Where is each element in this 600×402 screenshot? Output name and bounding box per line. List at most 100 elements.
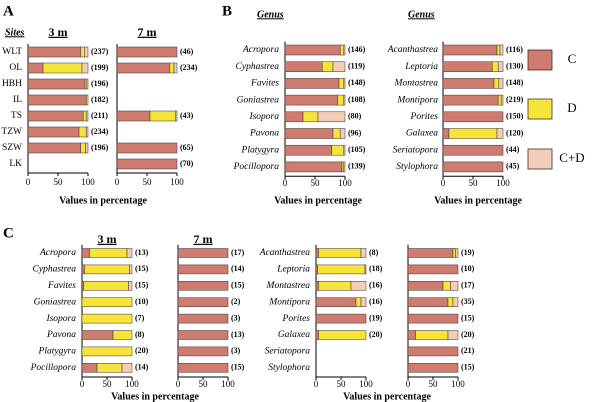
- count-label: (10): [135, 297, 149, 306]
- bar-segment: [27, 46, 82, 58]
- category-label: Favites: [47, 281, 76, 291]
- bar-segment: [27, 142, 82, 154]
- bar-segment: [491, 61, 499, 72]
- bar-segment: [85, 126, 89, 138]
- bar-segment: [500, 94, 504, 106]
- bar-segment: [442, 111, 504, 123]
- bar-segment: [173, 62, 178, 74]
- x-tick-label: 50: [54, 177, 64, 187]
- x-tick-label: 100: [496, 178, 510, 188]
- bar-segment: [81, 313, 133, 324]
- count-label: (16): [369, 297, 383, 306]
- legend-label: C: [568, 51, 577, 66]
- bar-segment: [284, 128, 334, 139]
- x-tick-label: 0: [314, 379, 319, 389]
- category-label: Seriatopora: [265, 347, 311, 357]
- bar-segment: [442, 281, 451, 291]
- count-label: (65): [180, 143, 194, 152]
- bar-segment: [496, 44, 501, 56]
- count-label: (196): [91, 143, 109, 152]
- bar-segment: [360, 248, 367, 258]
- bar-segment: [177, 281, 229, 291]
- bar-segment: [339, 44, 345, 56]
- x-tick-label: 100: [451, 379, 465, 389]
- count-label: (44): [506, 145, 520, 154]
- bar-segment: [96, 363, 123, 373]
- count-label: (20): [135, 346, 149, 355]
- category-label: Montastrea: [266, 281, 311, 291]
- bar-segment: [27, 62, 44, 74]
- bar-segment: [89, 248, 128, 258]
- category-label: Cyphastrea: [33, 265, 77, 275]
- bar-segment: [86, 78, 89, 90]
- bar-segment: [415, 330, 449, 340]
- bar-segment: [85, 94, 89, 106]
- bar-segment: [338, 78, 345, 89]
- bar-segment: [129, 264, 133, 275]
- category-label: Favites: [250, 79, 279, 89]
- bar-segment: [317, 264, 366, 275]
- bar-segment: [315, 248, 319, 258]
- count-label: (234): [91, 127, 109, 136]
- x-tick-label: 50: [469, 178, 479, 188]
- bar-segment: [177, 313, 229, 324]
- bar-segment: [169, 62, 175, 74]
- bar-segment: [315, 313, 367, 324]
- bar-segment: [318, 281, 352, 291]
- bar-segment: [27, 126, 80, 138]
- bar-segment: [83, 281, 129, 291]
- bar-segment: [27, 78, 86, 90]
- category-label: Montastrea: [394, 79, 439, 89]
- category-label: SZW: [2, 143, 22, 153]
- category-label: Galaxea: [406, 129, 438, 139]
- panel-label: A: [3, 3, 14, 19]
- x-tick-label: 0: [406, 379, 411, 389]
- bar-segment: [84, 78, 88, 90]
- bar-segment: [407, 281, 444, 291]
- bar-segment: [177, 297, 229, 307]
- bar-segment: [448, 128, 498, 139]
- count-label: (15): [231, 281, 245, 290]
- chart-title: 7 m: [138, 25, 157, 39]
- count-label: (18): [369, 264, 383, 273]
- bar-segment: [81, 363, 98, 373]
- bar-segment: [84, 264, 130, 275]
- bar-segment: [407, 297, 449, 307]
- bar-segment: [80, 46, 85, 58]
- count-label: (45): [506, 162, 520, 171]
- bar-segment: [116, 46, 178, 58]
- category-label: Porites: [282, 314, 311, 324]
- bar-segment: [82, 110, 87, 122]
- x-tick-label: 50: [143, 177, 153, 187]
- category-label: Acanthastrea: [259, 248, 311, 258]
- count-label: (219): [506, 95, 524, 104]
- x-axis-label: Values in percentage: [274, 195, 362, 206]
- bar-segment: [116, 62, 171, 74]
- bar-segment: [315, 281, 319, 291]
- category-label: Pavona: [46, 330, 76, 340]
- count-label: (199): [91, 63, 109, 72]
- bar-segment: [175, 110, 178, 122]
- category-label: Isopora: [248, 112, 279, 122]
- bar-segment: [177, 330, 229, 340]
- count-label: (43): [180, 111, 194, 120]
- x-tick-label: 0: [441, 178, 446, 188]
- count-label: (8): [135, 330, 145, 339]
- bar-segment: [177, 346, 229, 357]
- bar-segment: [407, 330, 416, 340]
- count-label: (21): [461, 346, 475, 355]
- bar-segment: [116, 110, 151, 122]
- bar-segment: [81, 62, 89, 74]
- x-tick-label: 0: [80, 379, 85, 389]
- bar-segment: [81, 346, 133, 357]
- count-label: (116): [506, 45, 523, 54]
- bar-segment: [442, 144, 504, 156]
- category-label: Pavona: [249, 129, 279, 139]
- count-label: (14): [231, 264, 245, 273]
- count-label: (8): [369, 248, 379, 257]
- bar-segment: [42, 62, 83, 74]
- category-label: Acropora: [242, 45, 279, 55]
- x-tick-label: 0: [115, 177, 120, 187]
- x-tick-label: 50: [337, 379, 347, 389]
